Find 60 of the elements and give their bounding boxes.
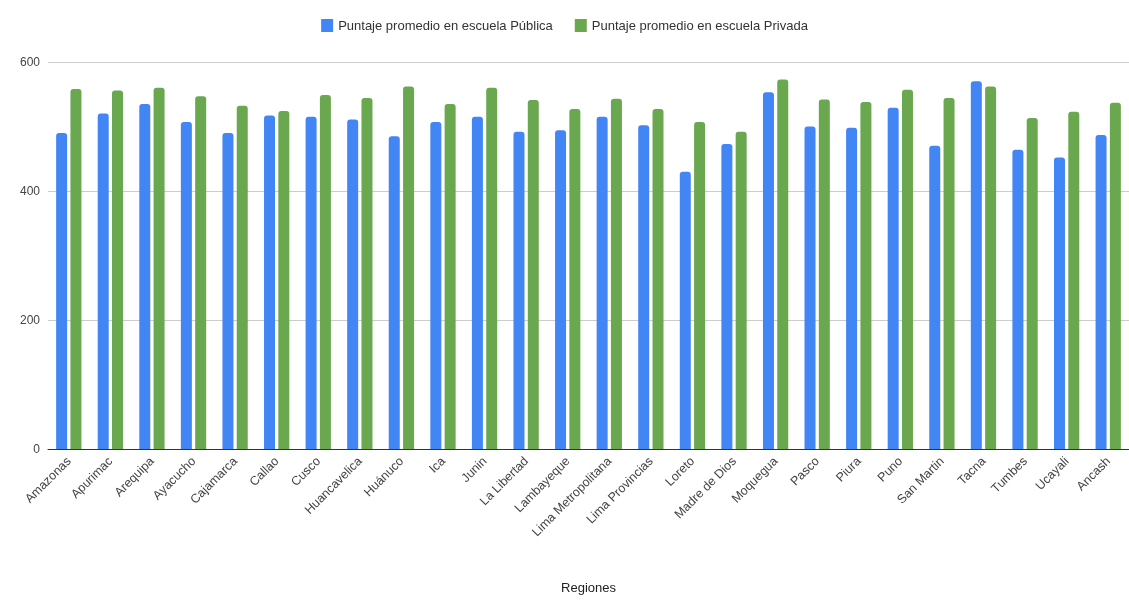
bar <box>652 109 664 449</box>
bar <box>388 136 400 449</box>
y-tick-label: 400 <box>19 184 41 198</box>
y-tick-label: 200 <box>19 313 41 327</box>
bar <box>804 126 816 449</box>
x-axis-title: Regiones <box>561 580 617 595</box>
bar <box>153 87 165 449</box>
bar <box>860 101 872 449</box>
bar <box>985 86 997 449</box>
bar <box>195 96 207 449</box>
bar <box>222 132 234 449</box>
bar <box>1068 111 1080 449</box>
bar <box>1053 157 1065 449</box>
legend-label: Puntaje promedio en escuela Pública <box>338 18 554 33</box>
bar <box>264 115 276 449</box>
bar <box>762 92 774 449</box>
x-tick-label: Ica <box>426 454 448 476</box>
legend-label: Puntaje promedio en escuela Privada <box>591 18 809 33</box>
bar <box>236 105 248 449</box>
bar <box>569 109 581 449</box>
bar <box>471 116 483 449</box>
bar <box>735 131 747 449</box>
bar <box>596 116 608 449</box>
y-tick-label: 600 <box>19 55 41 69</box>
bar <box>513 131 525 449</box>
bar <box>694 121 706 449</box>
bar <box>278 111 290 449</box>
bar <box>1109 102 1121 449</box>
bar <box>403 86 415 449</box>
bar <box>305 116 317 449</box>
bar <box>180 121 192 449</box>
bar <box>970 81 982 449</box>
bar <box>319 94 331 449</box>
bar <box>361 98 373 449</box>
bar <box>638 125 650 449</box>
bar <box>70 89 82 449</box>
bar <box>97 113 109 449</box>
bar <box>679 171 691 449</box>
bar <box>721 143 733 449</box>
bar <box>486 87 498 449</box>
bar <box>777 79 789 449</box>
bar <box>610 98 622 449</box>
bar <box>1012 149 1024 449</box>
bar <box>887 107 899 449</box>
bar <box>1095 134 1107 449</box>
bar <box>1026 118 1038 449</box>
bar <box>527 100 539 449</box>
y-tick-label: 0 <box>33 442 41 456</box>
bar <box>901 89 913 449</box>
bar <box>818 99 830 449</box>
bar <box>555 130 567 449</box>
bar <box>56 132 68 449</box>
bar <box>139 103 151 449</box>
bar <box>444 103 456 449</box>
bar <box>846 127 858 449</box>
bar <box>112 90 124 449</box>
bar <box>943 98 955 449</box>
bar <box>430 121 442 449</box>
bar <box>929 145 941 449</box>
bar <box>347 119 359 449</box>
